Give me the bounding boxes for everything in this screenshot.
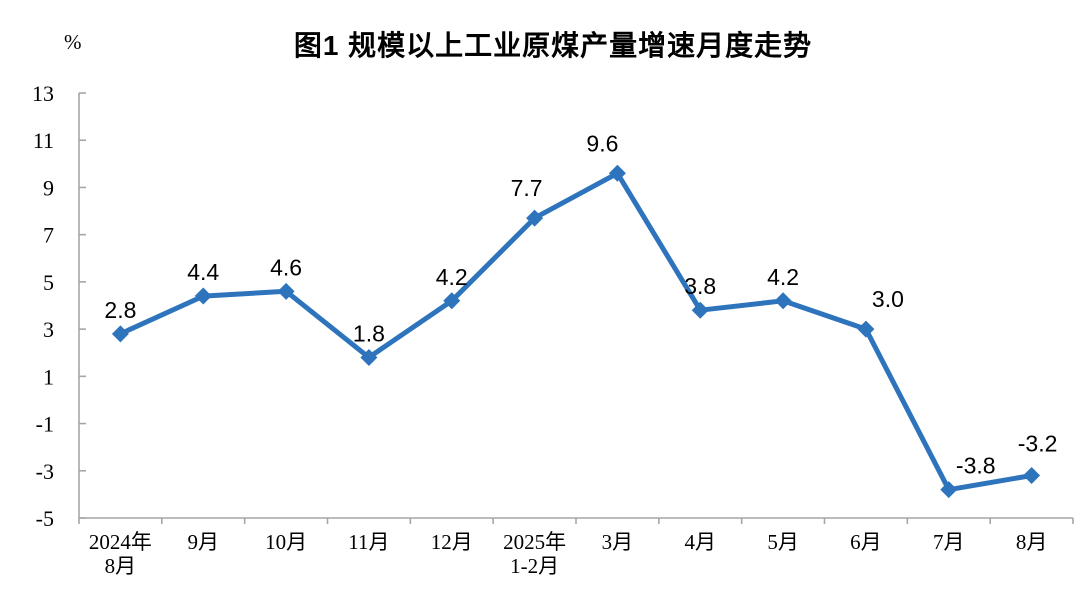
x-axis-category-label: 8月 [1016, 530, 1048, 554]
data-point-label: 4.6 [270, 254, 302, 280]
y-axis-tick-label: 9 [43, 175, 54, 200]
data-point-marker [194, 287, 212, 305]
data-point-label: 4.4 [187, 259, 219, 285]
y-axis-tick-label: 5 [43, 270, 54, 295]
data-point-label: 2.8 [104, 297, 136, 323]
y-axis-tick-label: -3 [36, 459, 54, 484]
data-point-marker [774, 292, 792, 310]
data-point-marker [526, 209, 544, 227]
data-point-marker [691, 301, 709, 319]
data-point-marker [443, 292, 461, 310]
x-axis-category-label: 7月 [933, 530, 965, 554]
y-axis-unit-label: % [64, 30, 82, 54]
data-point-label: 4.2 [436, 264, 468, 290]
y-axis-tick-label: 3 [43, 317, 54, 342]
x-axis-category-label: 1-2月 [510, 554, 559, 578]
series-line [117, 170, 1035, 493]
chart-title: 图1 规模以上工业原煤产量增速月度走势 [293, 30, 813, 61]
y-axis-tick-label: -5 [36, 506, 54, 531]
y-axis-tick-label: -1 [36, 412, 54, 437]
data-point-marker [111, 325, 129, 343]
data-point-label: 3.8 [684, 273, 716, 299]
data-point-label: 7.7 [511, 175, 543, 201]
x-axis-category-label: 8月 [105, 554, 137, 578]
data-point-marker [608, 164, 626, 182]
data-point-marker [857, 320, 875, 338]
x-axis-category-label: 12月 [431, 530, 473, 554]
x-axis-category-label: 5月 [767, 530, 799, 554]
x-axis-category-label: 11月 [348, 530, 389, 554]
x-axis-category-label: 2024年 [89, 530, 152, 554]
data-point-marker [1023, 467, 1041, 484]
data-point-label: 9.6 [586, 130, 618, 156]
x-axis-category-label: 3月 [602, 530, 634, 554]
data-point-label: -3.8 [956, 453, 996, 479]
y-axis-tick-label: 13 [32, 81, 54, 106]
x-axis-category-label: 10月 [265, 530, 307, 554]
data-point-label: 4.2 [767, 264, 799, 290]
data-point-marker [277, 282, 295, 300]
data-point-label: 3.0 [872, 286, 904, 312]
x-axis-category-label: 9月 [188, 530, 220, 554]
data-point-label: -3.2 [1018, 431, 1058, 457]
y-axis-tick-label: 7 [43, 223, 54, 248]
x-axis-category-label: 4月 [685, 530, 717, 554]
data-point-marker [940, 481, 958, 499]
data-point-marker [360, 348, 378, 366]
data-point-label: 1.8 [353, 320, 385, 346]
x-axis-category-label: 2025年 [503, 530, 566, 554]
x-axis-category-label: 6月 [850, 530, 882, 554]
y-axis-tick-label: 11 [33, 128, 54, 153]
y-axis-tick-label: 1 [43, 364, 54, 389]
